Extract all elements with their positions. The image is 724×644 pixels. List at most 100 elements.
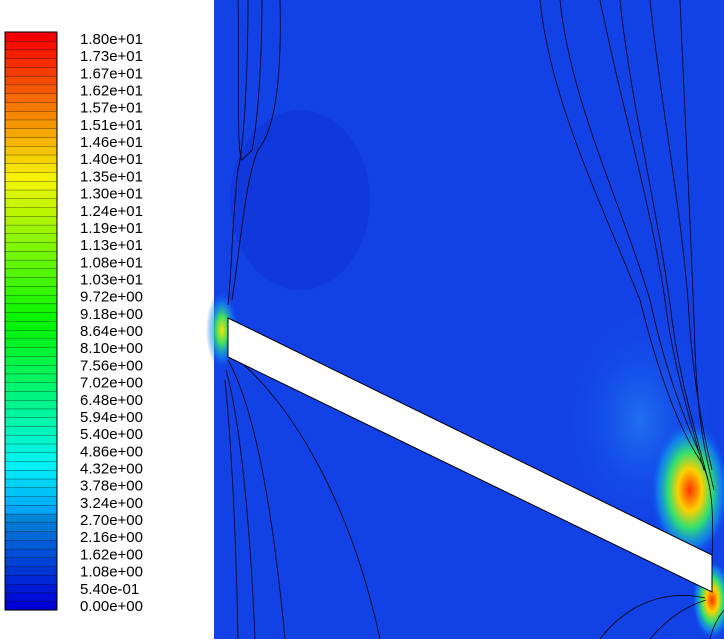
color-band [4,373,58,383]
color-band [4,40,58,51]
colorbar-label: 1.62e+00 [80,546,143,563]
colorbar-label: 1.24e+01 [80,203,143,220]
color-band [4,128,58,138]
color-band [4,460,58,471]
colorbar-label: 2.70e+00 [80,512,143,529]
colorbar-label: 1.46e+01 [80,134,143,151]
color-band [4,285,58,296]
color-band [4,224,58,234]
color-band [4,154,58,164]
color-band [4,233,58,243]
color-band [4,31,58,42]
color-band [4,417,58,427]
color-band [4,49,58,59]
colorbar-label: 1.03e+01 [80,272,143,289]
low-zone [230,110,370,290]
colorbar-frame [4,31,58,611]
colorbar-label: 0.00e+00 [80,598,143,615]
color-band [4,277,58,287]
color-band [4,136,58,147]
color-band [4,592,58,602]
color-band [4,364,58,375]
color-band [4,487,58,497]
color-band [4,425,58,436]
color-band [4,110,58,121]
streamlines [224,0,724,640]
color-band [4,583,58,594]
colorbar-label: 1.30e+01 [80,186,143,203]
color-band [4,434,58,445]
color-band [4,557,58,567]
color-band [4,189,58,199]
color-band [4,180,58,191]
colorbar-label: 9.18e+00 [80,306,143,323]
color-band [4,513,58,523]
colorbar-label: 1.73e+01 [80,48,143,65]
color-band [4,320,58,331]
color-band [4,163,58,173]
colorbar-label: 5.40e+00 [80,426,143,443]
color-band [4,338,58,348]
colorbar-label: 1.08e+00 [80,564,143,581]
color-band [4,443,58,453]
colorbar-label: 2.16e+00 [80,529,143,546]
colorbar-label: 7.56e+00 [80,357,143,374]
color-band [4,75,58,86]
colorbar-label: 1.13e+01 [80,237,143,254]
color-band [4,408,58,418]
color-band [4,531,58,541]
color-band [4,303,58,313]
color-band [4,539,58,550]
colorbar-label: 1.19e+01 [80,220,143,237]
color-band [4,58,58,68]
colorbar-label: 9.72e+00 [80,289,143,306]
colorbar-label: 3.78e+00 [80,478,143,495]
color-band [4,469,58,480]
color-band [4,93,58,103]
color-band [4,66,58,77]
colorbar-label: 4.86e+00 [80,443,143,460]
colorbar-label: 1.35e+01 [80,168,143,185]
color-band [4,250,58,261]
color-band [4,171,58,182]
color-band [4,574,58,585]
color-band [4,496,58,506]
color-band [4,312,58,322]
colorbar-label: 4.32e+00 [80,461,143,478]
color-band [4,259,58,270]
color-band [4,601,58,611]
color-band [4,294,58,305]
color-band [4,548,58,559]
color-band [4,145,58,156]
colorbar-label: 1.67e+01 [80,65,143,82]
color-band [4,242,58,252]
colorbar-label: 7.02e+00 [80,375,143,392]
color-band [4,566,58,576]
color-band [4,101,58,112]
colorbar-label: 6.48e+00 [80,392,143,409]
colorbar-label: 3.24e+00 [80,495,143,512]
colorbar-label: 5.40e-01 [80,581,139,598]
color-band [4,119,58,129]
color-band [4,329,58,340]
color-band [4,522,58,532]
colorbar [4,31,58,611]
colorbar-label: 1.40e+01 [80,151,143,168]
color-band [4,452,58,462]
colorbar-label: 1.51e+01 [80,117,143,134]
color-band [4,207,58,217]
colorbar-label: 1.57e+01 [80,100,143,117]
colorbar-label: 8.10e+00 [80,340,143,357]
color-band [4,84,58,94]
hot-zone [650,420,724,560]
color-band [4,347,58,357]
colorbar-label: 1.62e+01 [80,83,143,100]
color-band [4,198,58,208]
colorbar-label: 1.80e+01 [80,31,143,48]
colorbar-label: 1.08e+01 [80,254,143,271]
colorbar-label: 5.94e+00 [80,409,143,426]
color-band [4,355,58,366]
colorbar-label: 8.64e+00 [80,323,143,340]
